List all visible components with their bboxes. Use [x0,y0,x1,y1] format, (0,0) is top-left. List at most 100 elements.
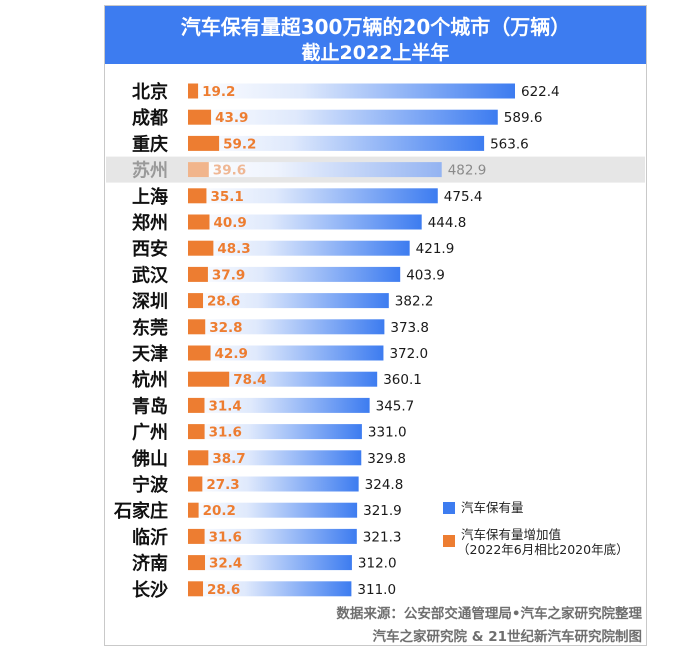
increase-bar [188,162,209,178]
increase-value-label: 40.9 [213,215,246,231]
holdings-value-label: 324.8 [365,477,404,493]
holdings-value-label: 589.6 [504,110,543,126]
city-label: 青岛 [132,395,168,417]
holdings-bar [188,188,438,204]
holdings-bar [188,266,401,282]
holdings-bar [188,83,515,99]
holdings-bar [188,450,362,466]
city-label: 成都 [132,107,168,129]
holdings-value-label: 444.8 [428,215,467,231]
increase-value-label: 59.2 [223,136,256,152]
holdings-value-label: 321.9 [363,503,402,519]
increase-bar [188,240,214,256]
increase-value-label: 28.6 [207,294,240,310]
increase-value-label: 42.9 [215,346,248,362]
holdings-bar [188,345,384,361]
increase-bar [188,319,206,335]
holdings-value-label: 312.0 [358,556,397,572]
city-label: 深圳 [132,291,168,313]
city-label: 西安 [132,238,168,260]
increase-bar [188,424,205,440]
city-label: 长沙 [132,580,168,601]
holdings-bar [188,214,422,230]
increase-bar [188,188,207,204]
holdings-value-label: 345.7 [376,398,415,414]
increase-bar [188,581,204,597]
legend-label-holdings: 汽车保有量 [461,500,524,515]
increase-value-label: 32.4 [209,556,242,572]
increase-bar [188,266,208,282]
increase-value-label: 19.2 [202,84,235,100]
holdings-bar [188,319,385,335]
increase-bar [188,397,205,413]
increase-bar [188,450,209,466]
holdings-bar [188,397,370,413]
holdings-value-label: 382.2 [395,294,434,310]
chart-title: 汽车保有量超300万辆的20个城市（万辆） [180,15,571,39]
increase-value-label: 31.6 [209,425,242,441]
increase-value-label: 78.4 [233,372,266,388]
city-label: 苏州 [132,160,168,182]
city-label: 天津 [132,343,168,365]
increase-bar [188,214,210,230]
holdings-value-label: 372.0 [389,346,428,362]
city-label: 广州 [132,422,168,444]
holdings-bar [188,293,389,309]
increase-bar [188,476,203,492]
city-label: 武汉 [132,265,169,286]
increase-bar [188,555,206,571]
holdings-value-label: 321.3 [363,529,402,545]
holdings-bar [188,528,357,544]
holdings-value-label: 373.8 [390,320,429,336]
increase-value-label: 39.6 [213,163,246,179]
increase-value-label: 31.4 [208,398,241,414]
increase-bar [188,345,211,361]
city-label: 石家庄 [113,500,168,522]
source-line-2: 汽车之家研究院 & 21世纪新汽车研究院制图 [372,629,642,645]
city-label: 上海 [132,186,168,208]
city-label: 佛山 [131,448,168,470]
holdings-bar [188,476,359,492]
holdings-bar [188,135,485,151]
city-label: 杭州 [132,369,168,391]
city-label: 宁波 [132,474,169,496]
increase-bar [188,109,212,125]
holdings-bar [188,162,442,178]
legend-sublabel-increase: （2022年6月相比2020年底） [457,542,629,557]
holdings-bar [188,502,358,518]
legend-swatch-holdings [443,502,455,514]
increase-value-label: 37.9 [212,267,245,283]
holdings-bar [188,581,352,597]
increase-value-label: 43.9 [215,110,248,126]
holdings-bar [188,424,362,440]
legend-label-increase: 汽车保有量增加值 [461,527,562,542]
holdings-value-label: 475.4 [444,189,483,205]
title-bar: 汽车保有量超300万辆的20个城市（万辆） 截止2022上半年 [105,6,646,64]
holdings-bar [188,240,410,256]
increase-bar [188,293,204,309]
source-note: 数据来源：公安部交通管理局•汽车之家研究院整理 汽车之家研究院 & 21世纪新汽… [336,602,642,645]
city-label: 东莞 [132,317,168,339]
city-label: 临沂 [132,526,168,548]
holdings-value-label: 563.6 [490,136,529,152]
increase-bar [188,528,205,544]
city-label: 北京 [132,81,168,103]
chart-subtitle: 截止2022上半年 [301,42,450,64]
city-label: 济南 [132,553,168,575]
increase-value-label: 32.8 [209,320,242,336]
holdings-value-label: 482.9 [448,163,487,179]
holdings-value-label: 421.9 [416,241,455,257]
increase-bar [188,502,199,518]
city-label: 重庆 [132,133,168,155]
holdings-bar [188,371,378,387]
increase-bar [188,135,220,151]
holdings-bar [188,555,352,571]
holdings-bar [188,109,498,125]
holdings-value-label: 311.0 [357,582,396,598]
increase-bar [188,83,199,99]
increase-bar [188,371,230,387]
city-label: 郑州 [132,212,168,234]
holdings-value-label: 329.8 [367,451,406,467]
increase-value-label: 48.3 [217,241,250,257]
